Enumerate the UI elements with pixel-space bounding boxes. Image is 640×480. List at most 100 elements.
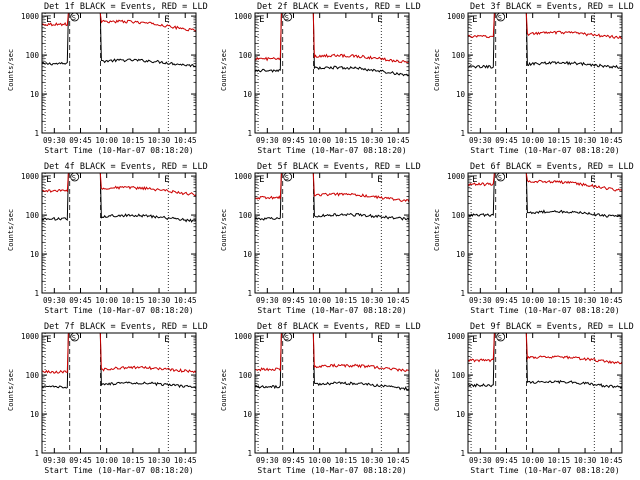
e-marker-label: E bbox=[472, 175, 477, 185]
e-marker-label: E bbox=[46, 175, 51, 185]
events-series-line bbox=[254, 172, 410, 221]
y-tick-label: 10 bbox=[456, 250, 466, 259]
x-tick-label: 10:15 bbox=[122, 136, 145, 145]
plot-frame bbox=[254, 172, 410, 294]
s-marker-label: S bbox=[72, 334, 76, 342]
y-tick-label: 1 bbox=[247, 129, 252, 138]
detector-panel: Det 7f BLACK = Events, RED = LLD Counts/s… bbox=[7, 322, 208, 475]
x-tick-label: 10:00 bbox=[308, 136, 331, 145]
x-axis-label: Start Time (10-Mar-07 08:18:20) bbox=[257, 466, 406, 475]
detector-panel: Det 5f BLACK = Events, RED = LLD Counts/s… bbox=[220, 162, 421, 315]
plot-frame bbox=[41, 12, 197, 134]
y-tick-label: 1000 bbox=[21, 12, 40, 21]
x-tick-label: 09:45 bbox=[69, 456, 92, 465]
plot-frame bbox=[254, 12, 410, 134]
detector-panel: Det 9f BLACK = Events, RED = LLD Counts/s… bbox=[433, 322, 634, 475]
y-axis-label: Counts/sec bbox=[7, 369, 15, 411]
x-tick-label: 10:30 bbox=[361, 136, 384, 145]
x-tick-label: 10:15 bbox=[122, 296, 145, 305]
x-axis-label: Start Time (10-Mar-07 08:18:20) bbox=[470, 466, 619, 475]
x-tick-label: 09:45 bbox=[69, 296, 92, 305]
panel-title: Det 3f BLACK = Events, RED = LLD bbox=[470, 2, 634, 12]
panel-title: Det 5f BLACK = Events, RED = LLD bbox=[257, 162, 421, 172]
events-series-line bbox=[41, 12, 197, 68]
lld-series-line bbox=[467, 12, 623, 40]
x-tick-label: 09:30 bbox=[256, 296, 279, 305]
panel-title: Det 7f BLACK = Events, RED = LLD bbox=[44, 322, 208, 332]
x-tick-label: 09:30 bbox=[469, 456, 492, 465]
x-tick-label: 09:45 bbox=[495, 136, 518, 145]
y-tick-label: 100 bbox=[451, 51, 465, 60]
x-tick-label: 09:30 bbox=[43, 136, 66, 145]
y-tick-label: 1 bbox=[34, 449, 39, 458]
s-marker-label: S bbox=[285, 174, 289, 182]
x-tick-label: 10:30 bbox=[361, 296, 384, 305]
y-axis-label: Counts/sec bbox=[220, 49, 228, 91]
s-marker-label: S bbox=[285, 334, 289, 342]
s-marker-label: S bbox=[498, 14, 502, 22]
x-tick-label: 10:45 bbox=[174, 136, 197, 145]
x-tick-label: 09:45 bbox=[282, 136, 305, 145]
y-tick-label: 1 bbox=[247, 289, 252, 298]
e-marker-label: E bbox=[164, 175, 169, 185]
plot-frame bbox=[254, 332, 410, 454]
x-tick-label: 10:30 bbox=[574, 456, 597, 465]
y-tick-label: 1 bbox=[460, 449, 465, 458]
y-tick-label: 10 bbox=[456, 90, 466, 99]
y-tick-label: 10 bbox=[30, 410, 40, 419]
events-series-line bbox=[468, 12, 623, 70]
y-tick-label: 10 bbox=[243, 410, 253, 419]
e-marker-label: E bbox=[472, 15, 477, 25]
x-tick-label: 10:30 bbox=[148, 136, 171, 145]
x-tick-label: 10:00 bbox=[95, 296, 118, 305]
plot-frame bbox=[467, 332, 623, 454]
x-tick-label: 10:00 bbox=[521, 136, 544, 145]
x-tick-label: 10:45 bbox=[387, 456, 410, 465]
y-tick-label: 1000 bbox=[234, 172, 253, 181]
x-tick-label: 09:45 bbox=[495, 296, 518, 305]
x-tick-label: 10:30 bbox=[148, 456, 171, 465]
x-tick-label: 09:45 bbox=[282, 296, 305, 305]
panel-title: Det 6f BLACK = Events, RED = LLD bbox=[470, 162, 634, 172]
e-marker-label: E bbox=[472, 335, 477, 345]
y-tick-label: 10 bbox=[30, 90, 40, 99]
x-tick-label: 10:30 bbox=[361, 456, 384, 465]
x-tick-label: 09:30 bbox=[256, 456, 279, 465]
panel-title: Det 8f BLACK = Events, RED = LLD bbox=[257, 322, 421, 332]
y-tick-label: 10 bbox=[243, 90, 253, 99]
lld-series-line bbox=[254, 332, 409, 372]
e-marker-label: E bbox=[590, 335, 595, 345]
y-tick-label: 1000 bbox=[234, 332, 253, 341]
y-tick-label: 100 bbox=[238, 371, 252, 380]
e-marker-label: E bbox=[259, 15, 264, 25]
y-axis-label: Counts/sec bbox=[220, 369, 228, 411]
x-tick-label: 10:45 bbox=[387, 296, 410, 305]
lld-series-line bbox=[41, 332, 197, 374]
y-tick-label: 1000 bbox=[21, 332, 40, 341]
lld-series-line bbox=[41, 172, 197, 197]
y-tick-label: 100 bbox=[238, 211, 252, 220]
events-series-line bbox=[254, 332, 410, 391]
y-axis-label: Counts/sec bbox=[433, 49, 441, 91]
s-marker-label: S bbox=[72, 174, 76, 182]
y-axis-label: Counts/sec bbox=[433, 369, 441, 411]
x-tick-label: 10:15 bbox=[335, 456, 358, 465]
y-tick-label: 10 bbox=[243, 250, 253, 259]
x-tick-label: 10:15 bbox=[335, 296, 358, 305]
lld-series-line bbox=[254, 12, 410, 64]
detector-panel: Det 6f BLACK = Events, RED = LLD Counts/s… bbox=[433, 162, 634, 315]
events-series-line bbox=[41, 332, 197, 389]
x-tick-label: 10:00 bbox=[95, 456, 118, 465]
y-tick-label: 1000 bbox=[447, 12, 466, 21]
y-axis-label: Counts/sec bbox=[433, 209, 441, 251]
x-axis-label: Start Time (10-Mar-07 08:18:20) bbox=[257, 146, 406, 155]
lld-series-line bbox=[467, 172, 623, 192]
y-tick-label: 100 bbox=[451, 211, 465, 220]
x-tick-label: 09:30 bbox=[43, 296, 66, 305]
events-series-line bbox=[41, 172, 197, 223]
y-tick-label: 10 bbox=[30, 250, 40, 259]
x-tick-label: 10:00 bbox=[521, 296, 544, 305]
y-tick-label: 1000 bbox=[447, 172, 466, 181]
x-tick-label: 10:15 bbox=[122, 456, 145, 465]
